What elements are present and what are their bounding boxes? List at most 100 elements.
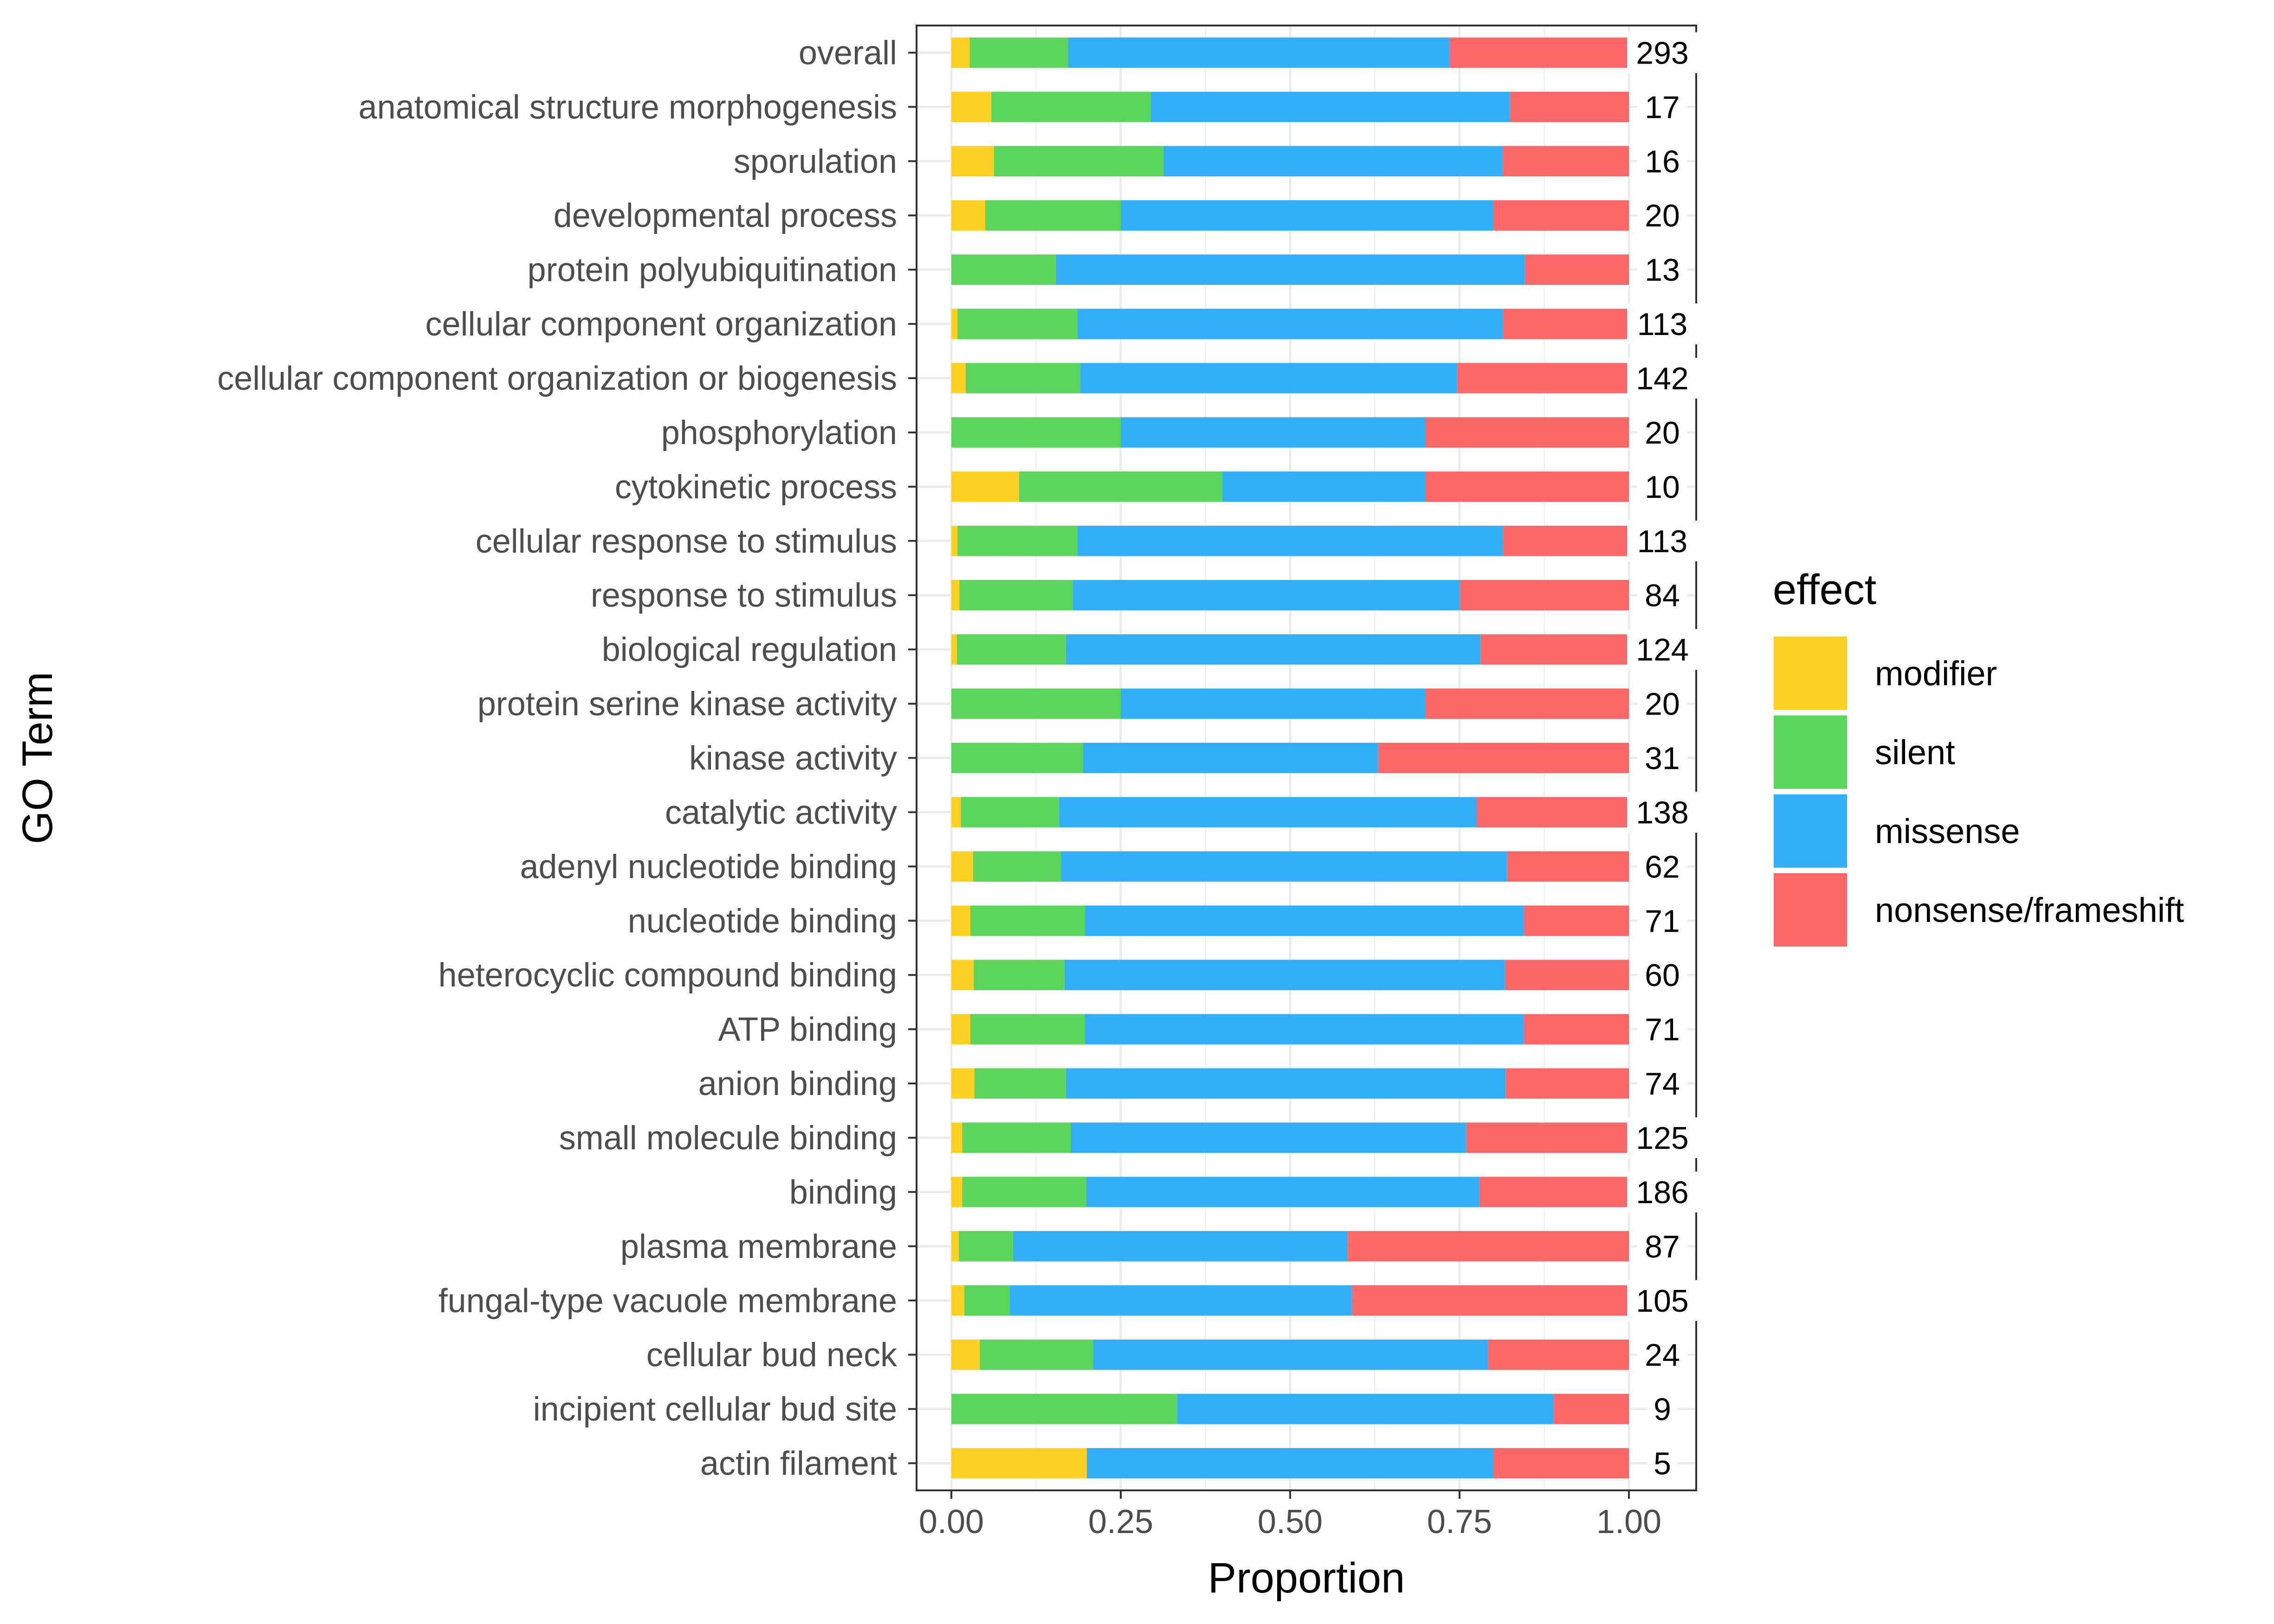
bar-modifier-nucleotide-binding [951,905,970,936]
bar-missense-atp-binding [1085,1014,1524,1044]
count-label-cellular-response-to-stimulus: 113 [1637,524,1687,559]
legend-label-silent: silent [1875,733,1955,772]
y-tick-label-incipient-cellular-bud-site: incipient cellular bud site [533,1391,897,1428]
y-tick-label-overall: overall [799,34,897,71]
bar-silent-atp-binding [970,1014,1085,1044]
y-tick-label-phosphorylation: phosphorylation [661,414,897,451]
bar-silent-protein-serine-kinase-activity [951,688,1121,719]
y-tick-label-protein-serine-kinase-activity: protein serine kinase activity [478,686,897,723]
bar-missense-actin-filament [1087,1448,1493,1479]
y-tick-label-response-to-stimulus: response to stimulus [591,577,897,614]
bar-missense-heterocyclic-compound-binding [1064,960,1505,990]
bar-missense-incipient-cellular-bud-site [1177,1393,1554,1424]
bar-nonsense-frameshift-anion-binding [1505,1068,1629,1099]
count-label-bg [1627,520,1698,561]
y-tick-label-catalytic-activity: catalytic activity [665,794,897,831]
bar-silent-catalytic-activity [961,797,1059,828]
count-label-cellular-component-organization-or-biogenesis: 142 [1636,361,1688,396]
count-label-bg [1637,249,1687,290]
bar-nonsense-frameshift-protein-serine-kinase-activity [1426,688,1629,719]
bar-nonsense-frameshift-adenyl-nucleotide-binding [1507,851,1629,882]
bar-silent-biological-regulation [956,634,1066,665]
y-tick-labels: overall anatomical structure morphogenesi… [217,34,917,1482]
legend-key-nonsense-frameshift [1774,873,1847,947]
bar-silent-cellular-bud-neck [980,1339,1093,1370]
bar-silent-developmental-process [985,200,1121,231]
count-labels: 293 17 16 20 13 113 142 20 10 113 84 124 20 31 138 62 71… [1627,32,1698,1484]
y-tick-label-developmental-process: developmental process [554,197,897,234]
bar-silent-adenyl-nucleotide-binding [973,851,1061,882]
legend: effect modifier silent missense nonsense/fr… [1773,566,2184,947]
bar-modifier-cytokinetic-process [951,471,1019,502]
bar-nonsense-frameshift-sporulation [1502,146,1629,177]
bar-nonsense-frameshift-phosphorylation [1426,417,1629,448]
bar-silent-response-to-stimulus [959,580,1073,611]
bar-modifier-anatomical-structure-morphogenesis [951,91,992,122]
legend-title: effect [1773,566,1876,613]
y-tick-label-cellular-bud-neck: cellular bud neck [646,1337,898,1374]
bar-modifier-cellular-bud-neck [951,1339,980,1370]
count-label-heterocyclic-compound-binding: 60 [1645,958,1680,993]
y-tick-label-anion-binding: anion binding [698,1065,897,1102]
bar-silent-plasma-membrane [959,1231,1013,1262]
count-label-bg [1637,1063,1687,1104]
count-label-protein-serine-kinase-activity: 20 [1645,687,1680,722]
bar-missense-cellular-bud-neck [1093,1339,1488,1370]
bar-modifier-adenyl-nucleotide-binding [951,851,973,882]
bar-nonsense-frameshift-cytokinetic-process [1426,471,1629,502]
count-label-fungal-type-vacuole-membrane: 105 [1636,1283,1688,1319]
count-label-adenyl-nucleotide-binding: 62 [1645,849,1680,884]
count-label-binding: 186 [1636,1175,1688,1210]
bar-silent-overall [969,37,1068,68]
y-tick-label-binding: binding [789,1174,897,1211]
bar-silent-heterocyclic-compound-binding [974,960,1065,990]
count-label-cytokinetic-process: 10 [1645,470,1680,505]
count-label-bg [1627,1280,1698,1321]
bar-silent-small-molecule-binding [962,1122,1071,1153]
count-label-sporulation: 16 [1645,144,1680,179]
bar-nonsense-frameshift-response-to-stimulus [1460,580,1629,611]
bar-nonsense-frameshift-developmental-process [1493,200,1629,231]
bar-nonsense-frameshift-catalytic-activity [1476,797,1629,828]
bar-nonsense-frameshift-small-molecule-binding [1466,1122,1629,1153]
bar-nonsense-frameshift-incipient-cellular-bud-site [1553,1393,1629,1424]
bar-nonsense-frameshift-cellular-bud-neck [1488,1339,1629,1370]
count-label-response-to-stimulus: 84 [1645,578,1680,613]
count-label-bg [1637,466,1687,507]
bar-modifier-sporulation [951,146,994,177]
bar-nonsense-frameshift-heterocyclic-compound-binding [1505,960,1629,990]
count-label-kinase-activity: 31 [1645,741,1680,776]
bar-modifier-response-to-stimulus [951,580,960,611]
bar-nonsense-frameshift-actin-filament [1493,1448,1629,1479]
count-label-biological-regulation: 124 [1636,632,1688,668]
y-tick-label-cellular-component-organization: cellular component organization [425,306,897,343]
bar-silent-protein-polyubiquitination [951,254,1056,285]
count-label-bg [1637,574,1687,616]
y-tick-label-nucleotide-binding: nucleotide binding [628,902,897,940]
bar-missense-anion-binding [1066,1068,1506,1099]
y-axis-title: GO Term [14,672,61,844]
bar-nonsense-frameshift-protein-polyubiquitination [1525,254,1629,285]
count-label-bg [1637,683,1687,724]
y-tick-label-fungal-type-vacuole-membrane: fungal-type vacuole membrane [438,1282,897,1320]
bar-missense-cellular-component-organization-or-biogenesis [1080,363,1457,393]
count-label-bg [1647,1388,1677,1430]
bar-nonsense-frameshift-fungal-type-vacuole-membrane [1351,1285,1629,1316]
count-label-phosphorylation: 20 [1645,415,1680,451]
bar-modifier-actin-filament [951,1448,1087,1479]
bar-nonsense-frameshift-kinase-activity [1378,742,1629,773]
bar-silent-cellular-component-organization [957,309,1078,339]
count-label-bg [1627,32,1698,73]
y-tick-label-protein-polyubiquitination: protein polyubiquitination [527,251,897,289]
bar-nonsense-frameshift-anatomical-structure-morphogenesis [1510,91,1629,122]
y-tick-label-adenyl-nucleotide-binding: adenyl nucleotide binding [520,848,897,885]
bar-nonsense-frameshift-atp-binding [1524,1014,1629,1044]
count-label-bg [1627,1117,1698,1158]
bar-missense-cellular-component-organization [1077,309,1503,339]
legend-key-missense [1774,794,1847,868]
y-tick-label-atp-binding: ATP binding [718,1011,897,1048]
x-tick-labels: 0.00 0.25 0.50 0.75 1.00 [919,1490,1661,1540]
y-tick-label-kinase-activity: kinase activity [689,740,897,777]
bar-missense-protein-polyubiquitination [1055,254,1525,285]
